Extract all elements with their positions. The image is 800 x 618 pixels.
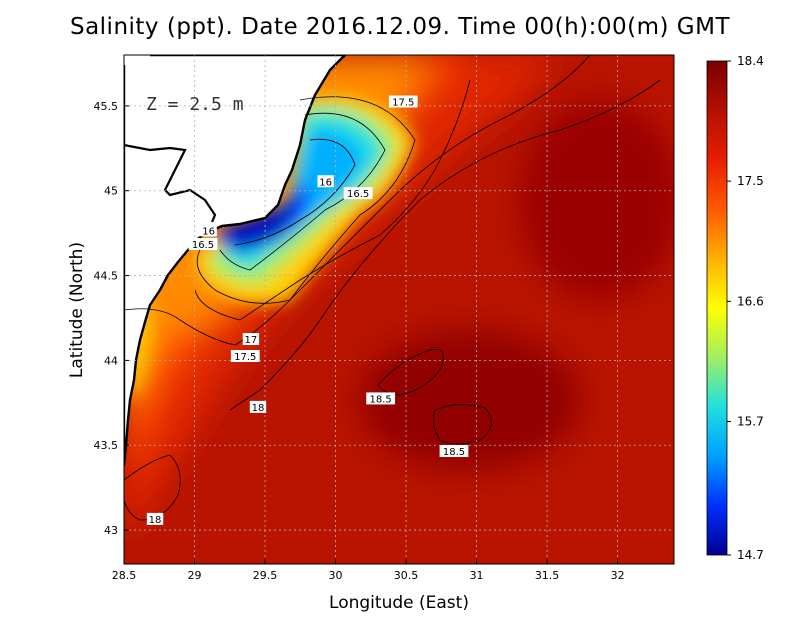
y-tick-label: 43.5 <box>94 439 119 452</box>
contour-label-bg <box>200 224 217 237</box>
contour-label-bg <box>388 95 418 108</box>
contour-label: 16 <box>319 177 332 188</box>
y-axis-label: Latitude (North) <box>67 242 87 378</box>
colorbar-tick-label: 17.5 <box>737 174 764 188</box>
y-tick-label: 45 <box>104 185 118 198</box>
x-tick-label: 31.5 <box>535 569 560 582</box>
x-tick-label: 30 <box>329 569 343 582</box>
colorbar: 18.4 17.5 16.6 15.7 14.7 <box>706 54 764 562</box>
y-tick-label: 43 <box>104 524 118 537</box>
x-tick-label: 32 <box>611 569 625 582</box>
y-tick-label: 45.5 <box>94 100 119 113</box>
contour-label: 16.5 <box>192 240 214 251</box>
x-tick-label: 29 <box>188 569 202 582</box>
contour-label: 16.5 <box>347 189 369 200</box>
contour-label: 18 <box>252 403 265 414</box>
x-tick-label: 29.5 <box>253 569 278 582</box>
contour-label: 18.5 <box>370 394 392 405</box>
y-axis-ticks: 43 43.5 44 44.5 45 45.5 <box>94 100 129 537</box>
colorbar-ticks: 18.4 17.5 16.6 15.7 14.7 <box>727 54 764 562</box>
contour-label: 18 <box>149 515 162 526</box>
depth-label: Z = 2.5 m <box>146 94 244 115</box>
colorbar-tick-label: 14.7 <box>737 548 764 562</box>
x-tick-label: 30.5 <box>394 569 419 582</box>
x-axis-label: Longitude (East) <box>329 593 469 613</box>
colorbar-gradient <box>706 60 728 556</box>
contour-label: 16 <box>202 226 215 237</box>
x-tick-label: 31 <box>470 569 484 582</box>
contour-label-bg <box>188 238 218 251</box>
colorbar-tick-label: 16.6 <box>737 294 764 308</box>
contour-label-bg <box>230 350 260 363</box>
contour-lines <box>124 55 661 521</box>
contour-label: 17 <box>245 335 258 346</box>
contour-label: 17.5 <box>392 98 414 109</box>
contour-label-bg <box>317 175 334 188</box>
contour-label-bg <box>439 445 469 458</box>
x-tick-label: 28.5 <box>112 569 137 582</box>
contour-label: 18.5 <box>443 447 465 458</box>
contour-label-bg <box>146 512 164 525</box>
x-axis-ticks: 28.5 29 29.5 30 30.5 31 31.5 32 <box>112 559 625 582</box>
contour-label-bg <box>242 333 260 346</box>
contour-label-bg <box>343 187 373 200</box>
y-tick-label: 44 <box>104 354 118 367</box>
plot-frame <box>123 54 675 565</box>
contour-label: 17.5 <box>234 352 256 363</box>
map-title: Salinity (ppt). Date 2016.12.09. Time 00… <box>69 14 731 40</box>
contour-label-bg <box>366 392 396 405</box>
contour-label-bg <box>249 400 267 413</box>
colorbar-tick-label: 18.4 <box>737 54 764 68</box>
contour-labels: 17.5 16 16.5 16 16.5 17 17.5 18.5 18 18.5 18 <box>146 95 469 526</box>
y-tick-label: 44.5 <box>94 270 119 283</box>
colorbar-tick-label: 15.7 <box>737 414 764 428</box>
